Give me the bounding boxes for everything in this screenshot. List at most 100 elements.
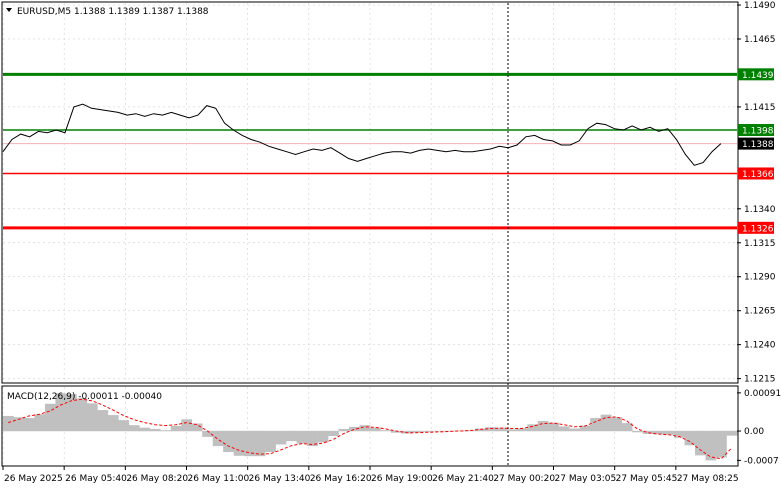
macd-bar [548,422,560,432]
time-tick-label: 26 May 21:40 [432,474,494,484]
current-price-label-box [738,137,774,150]
macd-tick-label: 0.00091 [744,389,781,399]
macd-bar [695,431,706,456]
level-label: 1.1439 [742,71,774,81]
macd-bar [244,431,255,457]
macd-bar [65,394,77,432]
price-tick-label: 1.1215 [744,375,776,385]
macd-bar [411,431,423,433]
macd-bar [254,431,266,457]
macd-bar [464,430,476,432]
macd-bar [55,393,67,432]
macd-bar [76,398,88,432]
price-axis: 1.1490 1.1465 1.1415 1.1340 1.1315 1.1290 1.12… [737,1,776,385]
macd-bar [107,415,119,432]
macd-bar [537,420,549,432]
macd-bar [265,431,276,452]
macd-bar [86,403,98,432]
current-price-label: 1.1388 [742,140,774,150]
macd-bar [97,410,109,432]
macd-bar [422,431,434,432]
macd-bar [44,403,56,432]
time-tick-label: 26 May 16:20 [310,474,372,484]
price-tick-label: 1.1490 [744,1,776,11]
macd-bar [349,426,360,432]
macd-bar [390,431,402,433]
macd-bar [338,428,350,432]
time-tick-label: 27 May 00:20 [493,474,555,484]
time-tick-label: 26 May 2025 [4,474,63,484]
price-tick-label: 1.1265 [744,307,776,317]
macd-bar [307,431,318,447]
macd-bar [726,431,738,436]
price-tick-label: 1.1465 [744,35,776,45]
macd-bar [296,431,308,444]
macd-bar [432,431,444,432]
level-labels: 1.1439 1.1398 1.1366 1.1326 1.1388 [738,68,774,234]
level-label-box [738,167,774,180]
macd-tick-label: -0.0007 [744,456,779,466]
macd-bar [359,425,371,432]
macd-bar [527,424,539,432]
macd-bar [170,426,182,432]
macd-bar [212,431,224,447]
level-label-box [738,68,774,81]
time-tick-label: 27 May 08:25 [677,474,739,484]
macd-bar [600,414,612,432]
macd-bar [202,431,214,437]
macd-bar [118,420,130,432]
macd-bar [128,425,140,432]
macd-bar [674,431,685,438]
price-tick-label: 1.1290 [744,273,776,283]
macd-bar [286,431,297,442]
macd-bar [663,431,675,435]
price-line [2,103,722,166]
macd-bar [579,425,591,432]
price-tick-label: 1.1240 [744,341,776,351]
macd-bar [275,431,287,445]
time-tick-label: 26 May 19:00 [371,474,433,484]
macd-tick-label: 0.00 [744,427,764,437]
time-tick-label: 26 May 05:40 [65,474,127,484]
macd-bar [233,431,245,456]
macd-bar [13,417,25,432]
macd-bar [558,426,570,432]
price-tick-label: 1.1315 [744,239,776,249]
triangle-down-icon[interactable] [6,8,12,12]
level-label-box [738,124,774,137]
macd-bar [516,428,528,432]
macd-bar [453,430,465,432]
macd-bar [380,430,392,432]
macd-bar [328,431,339,437]
macd-bar [590,418,601,432]
price-tick-label: 1.1415 [744,103,776,113]
macd-bar [716,431,727,458]
time-tick-label: 27 May 03:05 [555,474,617,484]
macd-bar [191,423,203,432]
macd-bar [34,414,46,432]
macd-bar [160,430,172,432]
macd-bar [705,431,717,461]
macd-bar [506,429,518,432]
macd-bar [485,427,497,432]
macd-bar [569,428,581,432]
macd-bar [370,427,381,432]
macd-bar [149,428,161,432]
macd-bar [139,427,151,432]
macd-bar [443,431,455,432]
macd-bar [223,431,234,452]
time-tick-label: 27 May 05:45 [616,474,678,484]
level-label: 1.1366 [742,170,774,180]
time-tick-label: 26 May 13:40 [249,474,311,484]
time-tick-label: 26 May 11:00 [188,474,250,484]
macd-bar [642,431,654,434]
macd-axis: 0.00091 0.00 -0.0007 [737,389,781,466]
macd-bar [181,419,193,432]
macd-bar [684,431,696,446]
macd-bar [317,431,329,443]
level-label: 1.1326 [742,224,774,234]
time-axis: 26 May 2025 26 May 05:40 26 May 08:20 26 Ma… [2,466,739,484]
time-tick-label: 26 May 08:20 [126,474,188,484]
macd-bar [621,423,633,432]
